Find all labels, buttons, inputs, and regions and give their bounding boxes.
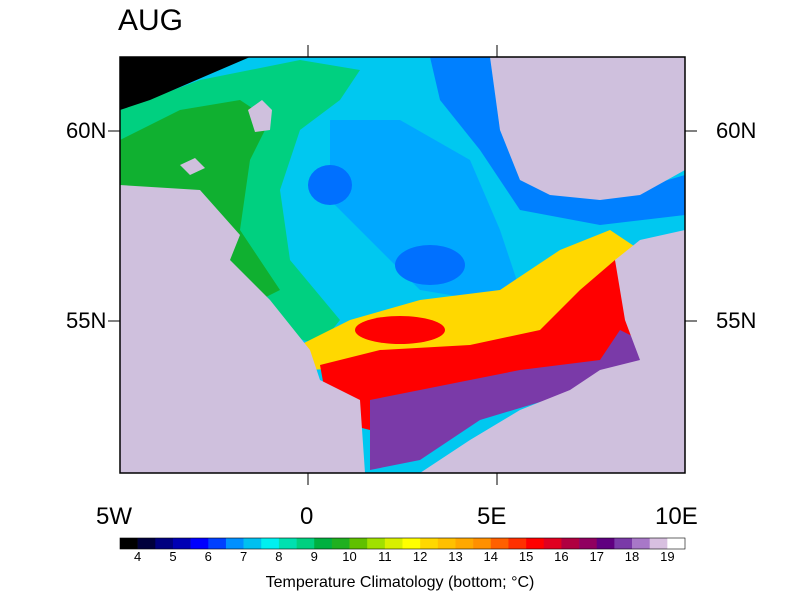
lat-label-60n-right: 60N bbox=[716, 118, 757, 143]
lon-label-10e: 10E bbox=[655, 503, 698, 530]
colorbar-box bbox=[120, 538, 138, 549]
colorbar-box bbox=[225, 538, 244, 549]
colorbar-box bbox=[137, 538, 156, 549]
lat-label-60n-left: 60N bbox=[66, 118, 107, 143]
colorbar-box bbox=[314, 538, 333, 549]
colorbar-box bbox=[190, 538, 209, 549]
cold-patch bbox=[395, 245, 465, 285]
colorbar-tick-label: 12 bbox=[412, 549, 428, 564]
colorbar-box bbox=[331, 538, 350, 549]
land-continent bbox=[420, 230, 685, 473]
land-shetland bbox=[248, 100, 272, 132]
colorbar-box bbox=[614, 538, 633, 549]
norwegian-trench bbox=[430, 57, 685, 225]
colorbar-box bbox=[561, 538, 580, 549]
colorbar-box bbox=[455, 538, 474, 549]
colorbar bbox=[119, 537, 686, 550]
colorbar-box bbox=[243, 538, 262, 549]
colorbar-box bbox=[402, 538, 421, 549]
colorbar-tick-label: 14 bbox=[483, 549, 499, 564]
colorbar-box bbox=[437, 538, 456, 549]
colorbar-box bbox=[384, 538, 403, 549]
colorbar-tick-label: 7 bbox=[239, 549, 248, 564]
map-title: AUG bbox=[118, 4, 184, 37]
colorbar-tick-label: 17 bbox=[589, 549, 604, 564]
black-corner bbox=[120, 57, 250, 110]
colorbar-box bbox=[155, 538, 174, 549]
light-blue-region bbox=[330, 120, 520, 300]
colorbar-outline bbox=[119, 537, 686, 550]
colorbar-tick-label: 6 bbox=[204, 549, 212, 564]
colorbar-box bbox=[261, 538, 280, 549]
colorbar-box bbox=[208, 538, 227, 549]
colorbar-box bbox=[526, 538, 545, 549]
colorbar-tick-label: 10 bbox=[342, 549, 357, 564]
colorbar-tick-label: 8 bbox=[275, 549, 283, 564]
colorbar-title: Temperature Climatology (bottom; °C) bbox=[265, 574, 535, 591]
colorbar-tick-label: 9 bbox=[310, 549, 318, 564]
colorbar-box bbox=[367, 538, 386, 549]
temperature-field bbox=[120, 57, 685, 473]
warm-patch bbox=[355, 316, 445, 344]
lat-label-55n-left: 55N bbox=[66, 308, 107, 333]
colorbar-tick-label: 5 bbox=[169, 549, 177, 564]
colorbar-tick-label: 4 bbox=[134, 549, 142, 564]
colorbar-box bbox=[473, 538, 492, 549]
colorbar-box bbox=[508, 538, 527, 549]
land-great-britain bbox=[120, 185, 365, 473]
colorbar-box bbox=[296, 538, 315, 549]
colorbar-box bbox=[172, 538, 191, 549]
colorbar-box bbox=[278, 538, 297, 549]
colorbar-box bbox=[579, 538, 598, 549]
colorbar-tick-label: 18 bbox=[624, 549, 640, 564]
map-frame bbox=[119, 56, 686, 474]
colorbar-box bbox=[349, 538, 368, 549]
colorbar-tick-label: 15 bbox=[518, 549, 534, 564]
colorbar-tick-label: 19 bbox=[660, 549, 675, 564]
cold-patch bbox=[308, 165, 352, 205]
colorbar-tick-label: 11 bbox=[378, 549, 392, 564]
colorbar-box bbox=[543, 538, 562, 549]
lon-label-5e: 5E bbox=[477, 503, 507, 530]
lon-label-5w: 5W bbox=[96, 503, 132, 530]
lat-label-55n-right: 55N bbox=[716, 308, 757, 333]
colorbar-box bbox=[649, 538, 668, 549]
colorbar-box bbox=[667, 538, 686, 549]
purple-region bbox=[370, 330, 640, 470]
colorbar-box bbox=[596, 538, 615, 549]
colorbar-box bbox=[490, 538, 509, 549]
tick-marks bbox=[108, 45, 697, 485]
colorbar-box bbox=[632, 538, 650, 549]
land-norway bbox=[490, 57, 685, 200]
land-orkney bbox=[180, 158, 205, 175]
colorbar-tick-label: 16 bbox=[554, 549, 569, 564]
colorbar-tick-label: 13 bbox=[448, 549, 463, 564]
warm-red-band bbox=[320, 260, 640, 430]
colorbar-box bbox=[420, 538, 439, 549]
lon-label-0: 0 bbox=[300, 503, 314, 530]
